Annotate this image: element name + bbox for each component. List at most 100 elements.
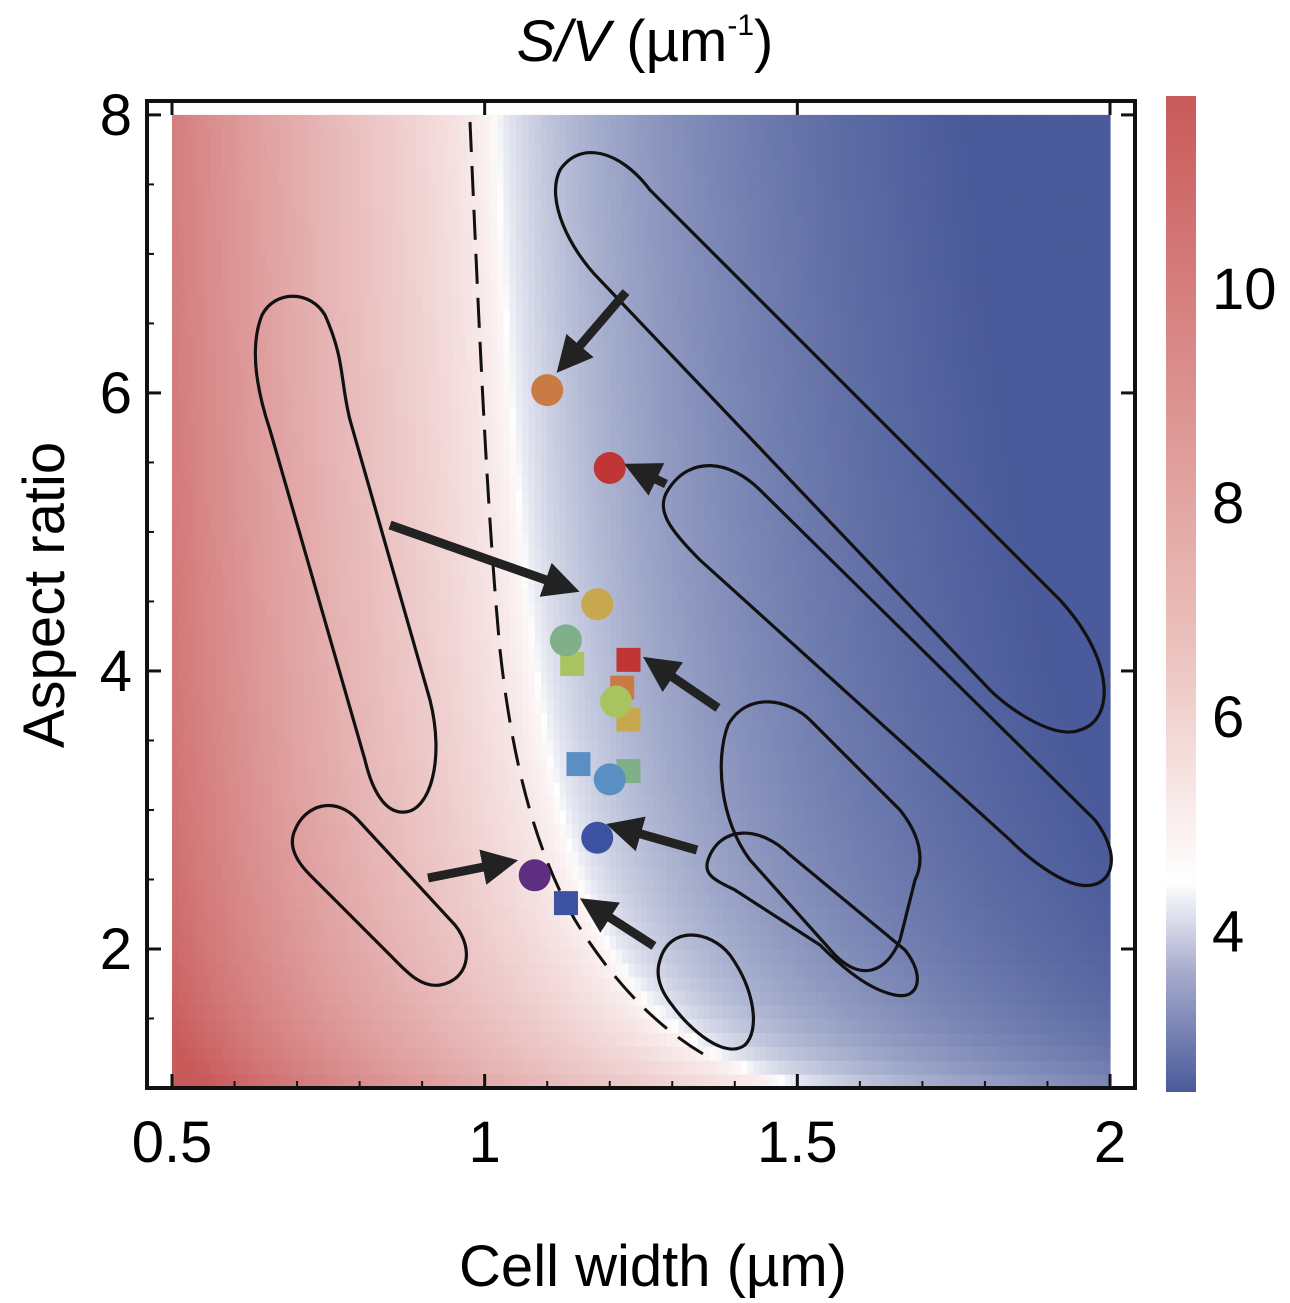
heatmap-cell: [384, 114, 392, 130]
heatmap-cell: [384, 990, 392, 1006]
heatmap-cell: [440, 351, 448, 366]
heatmap-cell: [415, 629, 423, 644]
heatmap-cell: [334, 531, 342, 547]
heatmap-cell: [597, 726, 605, 742]
heatmap-cell: [478, 128, 486, 144]
heatmap-cell: [309, 893, 317, 908]
heatmap-cell: [397, 948, 404, 964]
heatmap-cell: [397, 726, 404, 742]
heatmap-cell: [203, 1060, 211, 1075]
heatmap-cell: [415, 518, 423, 533]
heatmap-cell: [353, 184, 361, 199]
heatmap-cell: [459, 531, 467, 547]
heatmap-cell: [328, 601, 336, 616]
heatmap-cell: [465, 351, 473, 366]
heatmap-cell: [290, 1018, 298, 1033]
heatmap-cell: [172, 448, 179, 464]
heatmap-cell: [184, 518, 192, 533]
heatmap-cell: [422, 823, 429, 839]
heatmap-cell: [259, 712, 267, 728]
heatmap-cell: [578, 559, 586, 575]
heatmap-cell: [234, 379, 242, 394]
heatmap-cell: [384, 935, 392, 950]
heatmap-cell: [472, 809, 480, 825]
heatmap-cell: [509, 948, 517, 964]
heatmap-cell: [572, 365, 580, 380]
heatmap-cell: [178, 476, 186, 491]
heatmap-cell: [497, 712, 505, 728]
heatmap-cell: [265, 128, 273, 144]
heatmap-cell: [215, 643, 223, 658]
heatmap-cell: [472, 406, 480, 422]
heatmap-cell: [515, 448, 523, 464]
heatmap-cell: [359, 490, 367, 505]
heatmap-cell: [322, 865, 329, 881]
heatmap-cell: [484, 198, 492, 213]
heatmap-cell: [484, 504, 492, 519]
heatmap-cell: [522, 281, 530, 297]
heatmap-cell: [522, 587, 530, 603]
heatmap-cell: [384, 351, 392, 366]
heatmap-cell: [434, 782, 442, 797]
heatmap-cell: [372, 128, 379, 144]
heatmap-cell: [378, 643, 386, 658]
heatmap-cell: [259, 643, 267, 658]
heatmap-cell: [478, 142, 486, 158]
heatmap-cell: [578, 823, 586, 839]
heatmap-cell: [259, 420, 267, 436]
heatmap-cell: [259, 670, 267, 686]
heatmap-cell: [428, 851, 436, 867]
heatmap-cell: [340, 142, 348, 158]
heatmap-cell: [472, 156, 480, 172]
heatmap-cell: [190, 837, 198, 853]
heatmap-cell: [347, 253, 354, 269]
heatmap-cell: [178, 907, 186, 922]
heatmap-cell: [409, 712, 417, 728]
heatmap-cell: [365, 267, 373, 283]
heatmap-cell: [459, 253, 467, 269]
heatmap-cell: [378, 142, 386, 158]
heatmap-cell: [522, 907, 530, 922]
heatmap-cell: [197, 114, 204, 130]
heatmap-cell: [340, 615, 348, 630]
heatmap-cell: [403, 226, 411, 241]
heatmap-cell: [234, 782, 242, 797]
heatmap-cell: [259, 142, 267, 158]
heatmap-cell: [228, 267, 236, 283]
heatmap-cell: [465, 490, 473, 505]
heatmap-cell: [447, 240, 454, 255]
heatmap-cell: [228, 698, 236, 714]
heatmap-cell: [559, 851, 567, 867]
heatmap-cell: [315, 267, 323, 283]
heatmap-cell: [540, 309, 548, 325]
heatmap-cell: [440, 879, 448, 894]
heatmap-cell: [259, 865, 267, 881]
heatmap-cell: [240, 379, 248, 394]
heatmap-cell: [422, 309, 429, 325]
heatmap-cell: [284, 587, 292, 603]
heatmap-cell: [478, 712, 486, 728]
heatmap-cell: [559, 545, 567, 561]
heatmap-cell: [315, 615, 323, 630]
heatmap-cell: [359, 976, 367, 992]
heatmap-cell: [347, 406, 354, 422]
heatmap-cell: [440, 893, 448, 908]
heatmap-cell: [190, 170, 198, 186]
heatmap-cell: [378, 434, 386, 450]
heatmap-cell: [328, 768, 336, 783]
heatmap-cell: [297, 657, 304, 672]
heatmap-cell: [253, 879, 261, 894]
heatmap-cell: [297, 670, 304, 686]
heatmap-cell: [234, 935, 242, 950]
heatmap-cell: [265, 907, 273, 922]
heatmap-cell: [284, 865, 292, 881]
heatmap-cell: [190, 462, 198, 477]
heatmap-cell: [372, 337, 379, 352]
heatmap-cell: [228, 615, 236, 630]
heatmap-cell: [272, 504, 279, 519]
heatmap-cell: [222, 531, 229, 547]
heatmap-cell: [490, 323, 498, 338]
heatmap-cell: [315, 281, 323, 297]
heatmap-cell: [309, 476, 317, 491]
heatmap-cell: [528, 1060, 536, 1075]
